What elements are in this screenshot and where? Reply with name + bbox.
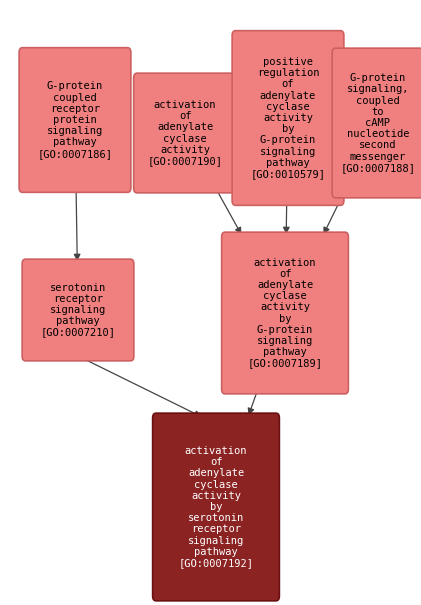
Text: G-protein
coupled
receptor
protein
signaling
pathway
[GO:0007186]: G-protein coupled receptor protein signa… <box>37 82 112 159</box>
Text: positive
regulation
of
adenylate
cyclase
activity
by
G-protein
signaling
pathway: positive regulation of adenylate cyclase… <box>250 57 325 179</box>
Text: serotonin
receptor
signaling
pathway
[GO:0007210]: serotonin receptor signaling pathway [GO… <box>40 283 115 338</box>
FancyBboxPatch shape <box>19 48 131 192</box>
FancyBboxPatch shape <box>133 73 236 193</box>
Text: activation
of
adenylate
cyclase
activity
by
G-protein
signaling
pathway
[GO:0007: activation of adenylate cyclase activity… <box>248 258 322 368</box>
FancyBboxPatch shape <box>153 413 280 601</box>
FancyBboxPatch shape <box>232 31 344 205</box>
FancyBboxPatch shape <box>221 232 348 394</box>
Text: activation
of
adenylate
cyclase
activity
by
serotonin
receptor
signaling
pathway: activation of adenylate cyclase activity… <box>179 446 253 568</box>
Text: activation
of
adenylate
cyclase
activity
[GO:0007190]: activation of adenylate cyclase activity… <box>147 100 223 166</box>
FancyBboxPatch shape <box>22 259 134 361</box>
FancyBboxPatch shape <box>332 48 421 198</box>
Text: G-protein
signaling,
coupled
to
cAMP
nucleotide
second
messenger
[GO:0007188]: G-protein signaling, coupled to cAMP nuc… <box>341 73 416 173</box>
